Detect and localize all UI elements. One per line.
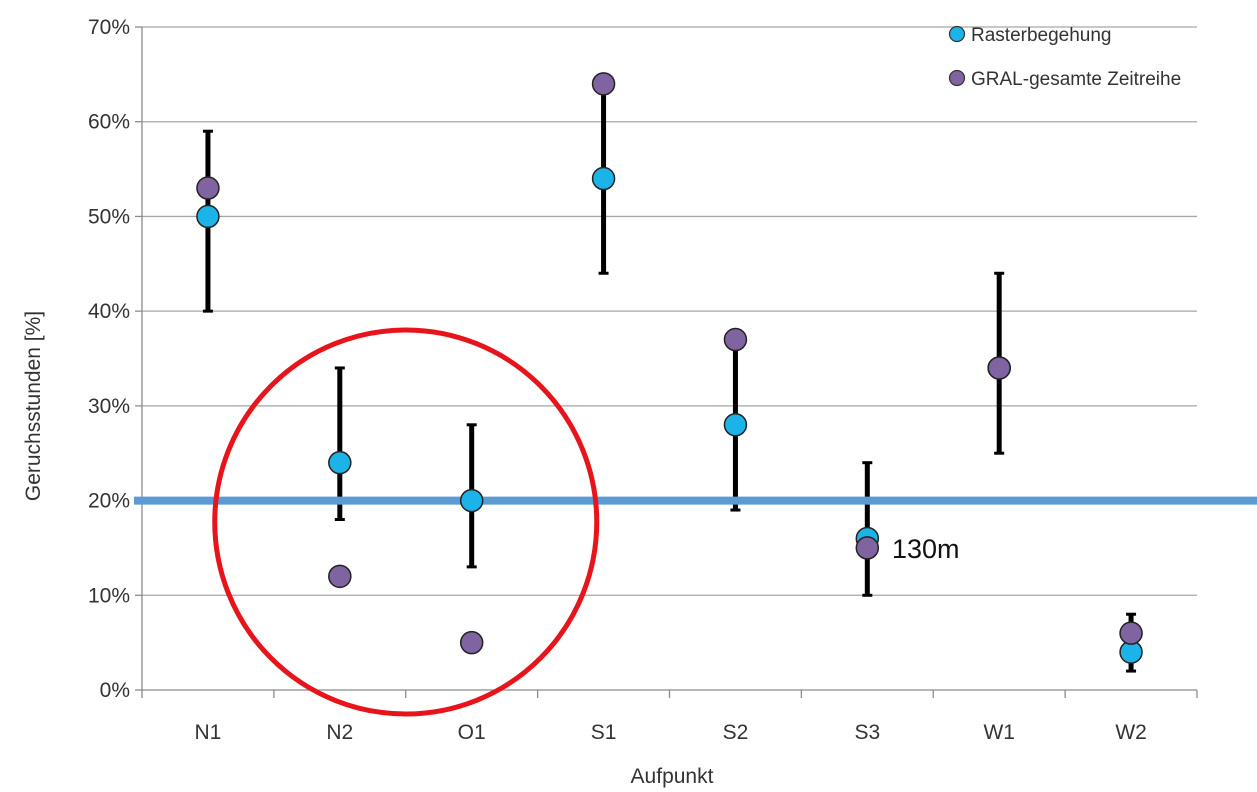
x-axis-title: Aufpunkt [631,765,714,788]
annotation-label: 130m [892,534,960,564]
point-gral [591,72,616,96]
point-gral [987,356,1011,380]
y-axis-title: Geruchsstunden [%] [22,311,45,501]
legend-marker [948,25,966,43]
x-tick-label: O1 [458,721,486,744]
point-rasterbegehung [196,204,220,229]
x-tick-label: W1 [983,721,1015,744]
point-rasterbegehung [591,166,616,191]
y-tick-label: 60% [88,111,130,134]
point-gral [328,564,352,589]
gridlines [135,26,1197,691]
highlight-circle [212,327,600,717]
y-tick-label: 0% [100,679,130,702]
legend-label: Rasterbegehung [971,25,1112,46]
legend: Rasterbegehung GRAL-gesamte Zeitreihe [948,25,1181,90]
y-tick-label: 50% [88,205,130,228]
point-rasterbegehung [328,450,352,475]
y-tick-label: 20% [88,490,130,513]
point-rasterbegehung [459,488,484,513]
x-tick-label: N1 [195,721,222,744]
y-tick-label: 10% [88,584,130,607]
data-points [196,72,1143,664]
point-rasterbegehung [723,413,748,437]
x-tick-label: S2 [723,721,749,744]
x-tick-label: W2 [1115,721,1147,744]
point-gral [723,327,748,352]
point-gral [196,176,220,200]
point-gral [855,536,880,560]
point-gral [1119,621,1143,645]
x-tick-label: N2 [326,721,353,744]
point-gral [459,630,484,655]
x-axis: N1 N2 O1 S1 S2 S3 W1 W2 [141,27,1198,744]
legend-label: GRAL-gesamte Zeitreihe [971,69,1181,90]
legend-marker [948,69,966,87]
highlight-group [212,327,600,717]
y-tick-label: 70% [88,16,130,39]
y-tick-label: 30% [88,395,130,418]
y-axis-ticks: 0% 10% 20% 30% 40% 50% 60% 70% [88,16,130,702]
x-tick-label: S1 [591,721,617,744]
y-tick-label: 40% [88,300,130,323]
x-tick-label: S3 [854,721,880,744]
